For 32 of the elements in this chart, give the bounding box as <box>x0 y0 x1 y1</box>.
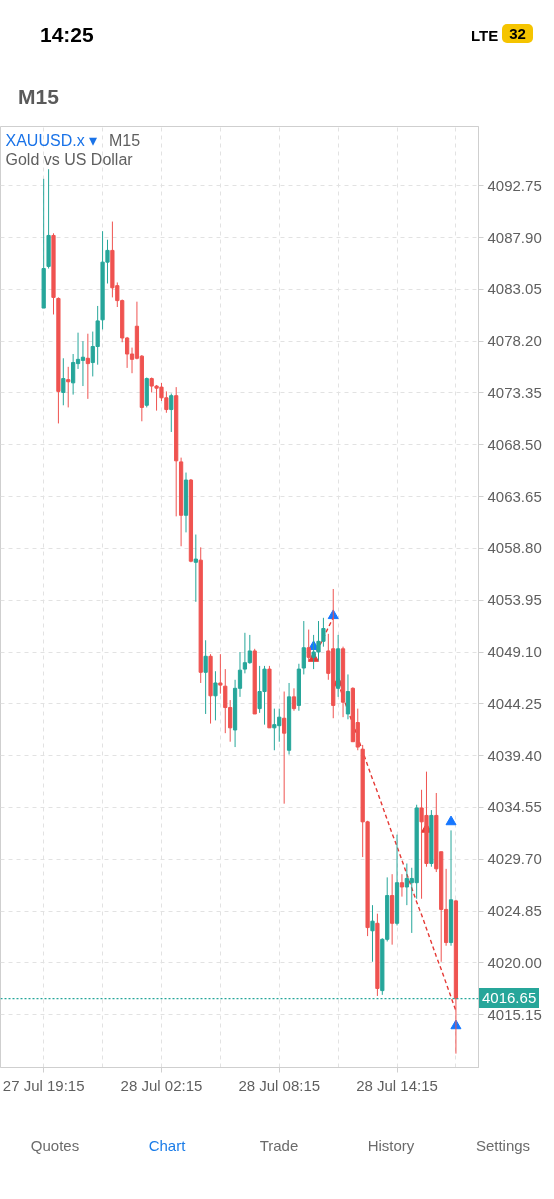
y-tick-label: 4073.35 <box>487 383 542 401</box>
x-tick-label: 28 Jul 14:15 <box>356 1076 438 1094</box>
text: Settings <box>474 1136 532 1156</box>
y-tick-label: 4049.10 <box>487 643 542 661</box>
y-tick-label: 4063.65 <box>487 487 542 505</box>
y-tick-label: 4029.70 <box>487 850 542 868</box>
x-tick-label: 27 Jul 19:15 <box>2 1076 85 1094</box>
y-tick-label: 4087.90 <box>487 228 542 246</box>
y-tick-label: 4083.05 <box>487 280 542 298</box>
text: M15 <box>18 84 59 110</box>
text: LTE <box>471 26 499 46</box>
text: Chart <box>147 1136 187 1156</box>
y-tick-label: 4058.80 <box>487 539 542 557</box>
x-tick-label: 28 Jul 02:15 <box>120 1076 203 1094</box>
text: Gold vs US Dollar <box>5 150 134 168</box>
y-tick-label: 4044.25 <box>487 694 542 712</box>
y-tick-label: 4024.85 <box>487 902 542 920</box>
text: Trade <box>258 1136 300 1156</box>
y-tick-label: 4068.50 <box>487 435 542 453</box>
y-tick-label: 4092.75 <box>487 176 542 194</box>
text: 14:25 <box>40 22 94 48</box>
x-tick-label: 28 Jul 08:15 <box>238 1076 321 1094</box>
chart-title: XAUUSD.x ▾ M15 <box>5 131 141 149</box>
y-tick-label: 4020.00 <box>487 953 542 971</box>
y-tick-label: 4034.55 <box>487 798 542 816</box>
text: 32 <box>502 24 533 43</box>
y-tick-label: 4039.40 <box>487 746 542 764</box>
text: Quotes <box>29 1136 81 1156</box>
y-tick-label: 4053.95 <box>487 591 542 609</box>
ref-line-label: 4016.65 <box>479 988 540 1009</box>
y-tick-label: 4078.20 <box>487 332 542 350</box>
text: History <box>366 1136 416 1156</box>
